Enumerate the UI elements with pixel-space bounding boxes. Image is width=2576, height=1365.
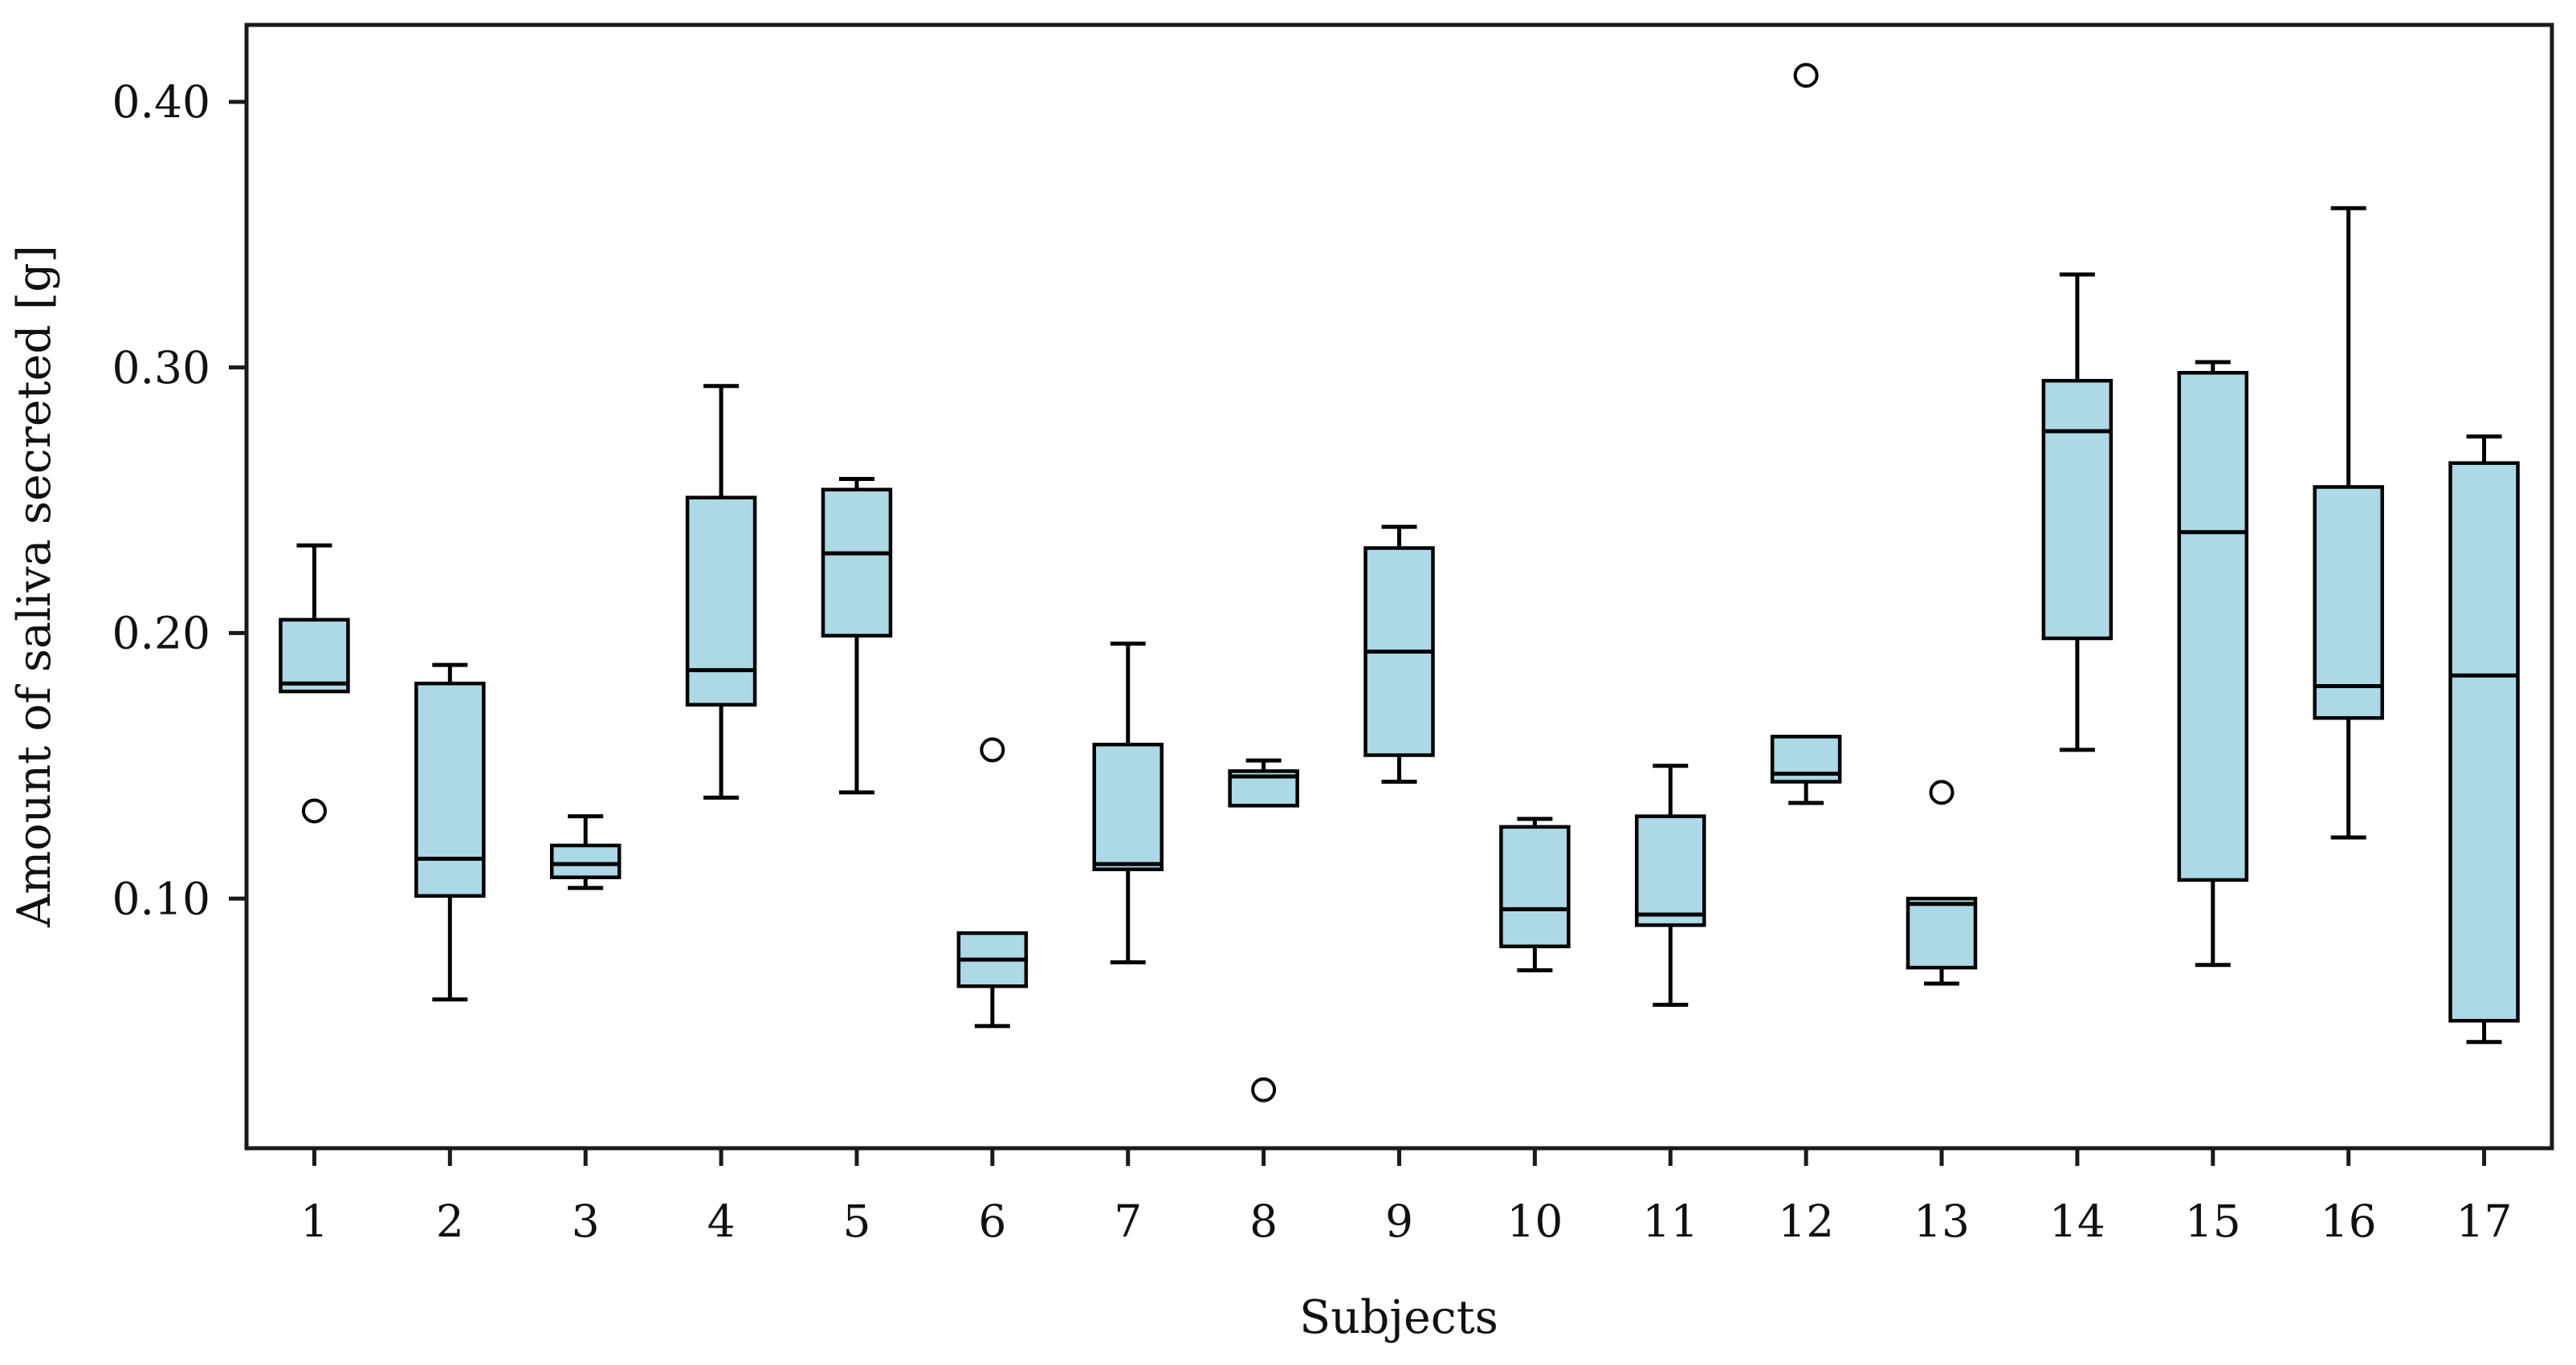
x-axis-tick-label: 3 [572,1196,600,1247]
x-axis-tick-label: 5 [842,1196,870,1247]
x-axis-tick-label: 16 [2321,1196,2377,1247]
y-axis-tick-label: 0.30 [112,342,210,393]
box-subject-5 [821,487,893,638]
x-axis-tick-label: 8 [1249,1196,1278,1247]
box-subject-2 [414,681,486,898]
box-subject-4 [685,495,757,707]
box-subject-1 [279,617,350,694]
box-subject-3 [549,843,622,879]
box-subject-17 [2448,461,2520,1023]
x-axis-tick-label: 15 [2185,1196,2241,1247]
outlier-point [1929,780,1954,805]
x-axis-tick-label: 13 [1914,1196,1970,1247]
y-axis-tick-label: 0.10 [112,873,210,924]
outlier-point [1793,63,1819,88]
plot-area: 0.100.200.300.401 2 3 4 5 6 7 8 9 10 11 12 13 14 15 16 1… [112,22,2554,1247]
outlier-point [1251,1077,1277,1102]
y-axis-tick-label: 0.20 [112,608,210,659]
x-axis-tick-label: 1 [300,1196,328,1247]
x-axis-tick-label: 14 [2049,1196,2105,1247]
x-axis-title: Subjects [1299,1291,1498,1344]
outlier-point [980,737,1005,763]
x-axis-tick-label: 11 [1642,1196,1698,1247]
x-axis-tick-label: 7 [1114,1196,1142,1247]
x-axis-tick-label: 17 [2456,1196,2513,1247]
box-subject-16 [2313,485,2384,720]
y-axis-tick-label: 0.40 [112,76,210,128]
box-subject-10 [1499,825,1571,948]
x-axis-tick-label: 12 [1778,1196,1834,1247]
x-axis-tick-label: 9 [1385,1196,1413,1247]
x-axis-tick-label: 2 [436,1196,464,1247]
box-subject-15 [2177,371,2249,882]
y-axis-title: Amount of saliva secreted [g] [8,245,61,928]
box-subject-14 [2041,378,2113,641]
box-subject-11 [1635,814,1706,927]
x-axis-tick-label: 10 [1506,1196,1563,1247]
box-subject-7 [1092,743,1164,871]
outlier-point [301,798,327,824]
x-axis-tick-label: 4 [707,1196,736,1247]
box-subject-13 [1906,896,1978,970]
x-axis-tick-label: 6 [978,1196,1006,1247]
